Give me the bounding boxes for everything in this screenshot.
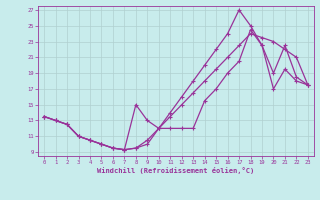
X-axis label: Windchill (Refroidissement éolien,°C): Windchill (Refroidissement éolien,°C) <box>97 167 255 174</box>
